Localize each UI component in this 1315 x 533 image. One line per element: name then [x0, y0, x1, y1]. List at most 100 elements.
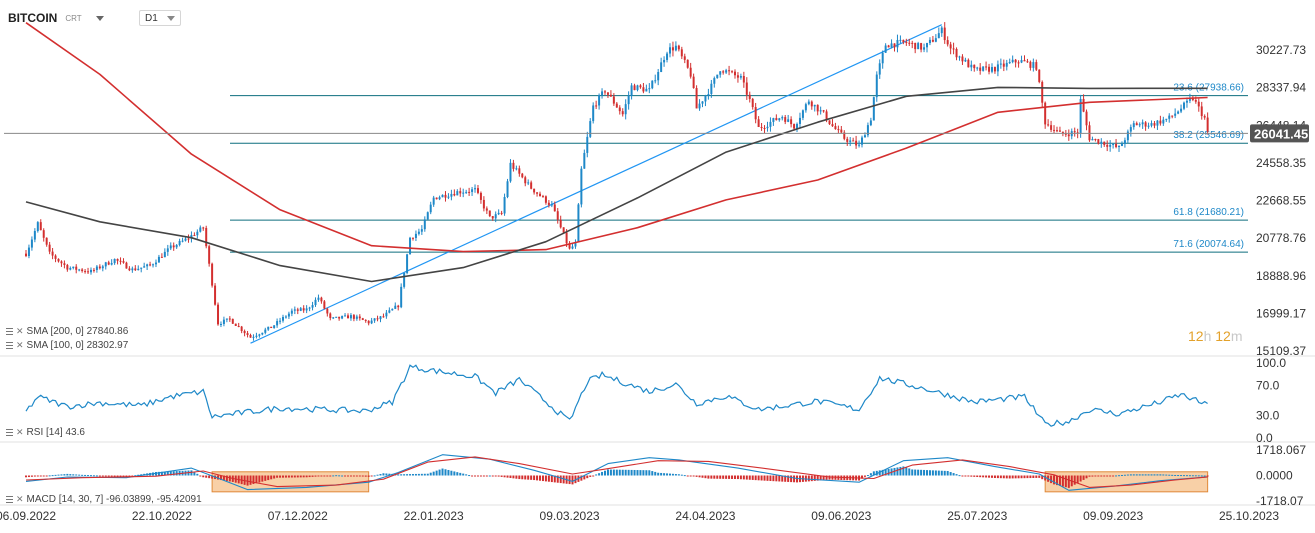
macd-histogram-bar	[1011, 475, 1014, 479]
candle-body	[866, 125, 869, 136]
candle-body	[33, 231, 36, 240]
macd-histogram-bar	[367, 475, 370, 477]
candle-body	[75, 266, 78, 270]
candle-body	[284, 316, 287, 318]
candle-body	[320, 297, 323, 302]
timeframe-value: D1	[145, 12, 158, 24]
candle-body	[633, 85, 636, 91]
x-axis-tick: 09.06.2023	[811, 509, 871, 523]
candle-body	[476, 188, 479, 193]
candle-body	[739, 75, 742, 78]
chevron-down-icon	[167, 16, 175, 21]
candle-body	[403, 272, 406, 287]
settings-icon[interactable]	[6, 429, 13, 436]
macd-histogram-bar	[397, 474, 400, 476]
macd-histogram-bar	[914, 469, 917, 476]
candle-body	[544, 196, 547, 203]
trend-line[interactable]	[250, 24, 943, 344]
candle-body	[654, 80, 657, 82]
macd-histogram-bar	[1147, 474, 1150, 476]
candle-body	[485, 208, 488, 211]
macd-histogram-bar	[308, 475, 311, 478]
macd-histogram-bar	[140, 474, 143, 476]
settings-icon[interactable]	[6, 328, 13, 335]
macd-histogram-bar	[736, 475, 739, 480]
rsi-y-tick: 0.0	[1256, 431, 1273, 445]
macd-histogram-bar	[1050, 475, 1053, 484]
candle-body	[958, 56, 961, 58]
candle-body	[441, 194, 444, 198]
macd-histogram-bar	[624, 469, 627, 476]
candle-body	[731, 71, 734, 73]
macd-histogram-bar	[568, 475, 571, 485]
candle-body	[361, 318, 364, 320]
macd-histogram-bar	[621, 469, 624, 476]
candle-body	[249, 334, 252, 338]
candle-body	[27, 247, 30, 257]
candle-body	[400, 286, 403, 308]
candle-body	[1079, 98, 1082, 134]
macd-histogram-bar	[583, 475, 586, 480]
close-icon[interactable]: ✕	[16, 427, 24, 437]
candle-body	[149, 264, 152, 266]
close-icon[interactable]: ✕	[16, 326, 24, 336]
candle-body	[683, 56, 686, 60]
macd-histogram-bar	[813, 475, 816, 481]
candle-body	[1185, 100, 1188, 103]
candle-body	[716, 74, 719, 79]
close-icon[interactable]: ✕	[16, 494, 24, 504]
macd-histogram-bar	[1206, 475, 1209, 477]
settings-icon[interactable]	[6, 496, 13, 503]
macd-histogram-bar	[533, 475, 536, 481]
macd-histogram-bar	[81, 474, 84, 476]
candle-body	[979, 67, 982, 71]
close-icon[interactable]: ✕	[16, 340, 24, 350]
macd-histogram-bar	[760, 475, 763, 481]
candle-body	[382, 316, 385, 318]
macd-histogram-bar	[612, 469, 615, 476]
candle-body	[409, 237, 412, 255]
macd-histogram-bar	[639, 470, 642, 476]
candle-body	[893, 43, 896, 48]
candle-body	[190, 235, 193, 239]
candle-body	[258, 334, 261, 336]
macd-histogram-bar	[211, 475, 214, 479]
macd-histogram-bar	[414, 473, 417, 476]
macd-histogram-bar	[595, 474, 598, 476]
symbol-label[interactable]: BITCOIN	[8, 11, 58, 25]
macd-histogram-bar	[329, 475, 332, 477]
countdown-minutes: 12	[1215, 328, 1231, 344]
macd-histogram-bar	[745, 475, 748, 480]
macd-histogram-bar	[338, 475, 341, 477]
macd-histogram-bar	[403, 474, 406, 476]
legend-rsi-text: RSI [14] 43.6	[26, 427, 85, 438]
timeframe-select[interactable]: D1	[139, 10, 181, 26]
candle-body	[890, 43, 893, 48]
candle-body	[219, 323, 222, 325]
candle-body	[719, 71, 722, 75]
candle-body	[852, 140, 855, 142]
macd-histogram-bar	[1141, 474, 1144, 476]
candle-body	[612, 96, 615, 104]
candle-body	[804, 104, 807, 111]
candle-body	[1129, 127, 1132, 132]
macd-histogram-bar	[125, 475, 128, 477]
candle-body	[1094, 138, 1097, 140]
candle-body	[583, 152, 586, 169]
macd-histogram-bar	[438, 469, 441, 476]
macd-histogram-bar	[459, 472, 462, 476]
macd-histogram-bar	[1023, 475, 1026, 479]
candle-body	[435, 197, 438, 200]
candle-body	[1112, 143, 1115, 145]
macd-histogram-bar	[160, 471, 163, 476]
macd-histogram-bar	[807, 475, 810, 482]
settings-icon[interactable]	[6, 342, 13, 349]
macd-histogram-bar	[692, 475, 695, 477]
macd-histogram-bar	[553, 475, 556, 483]
candle-body	[533, 188, 536, 193]
macd-line	[25, 454, 1208, 491]
macd-histogram-bar	[1177, 475, 1180, 477]
macd-histogram-bar	[388, 473, 391, 476]
symbol-dropdown-icon[interactable]	[95, 15, 104, 21]
